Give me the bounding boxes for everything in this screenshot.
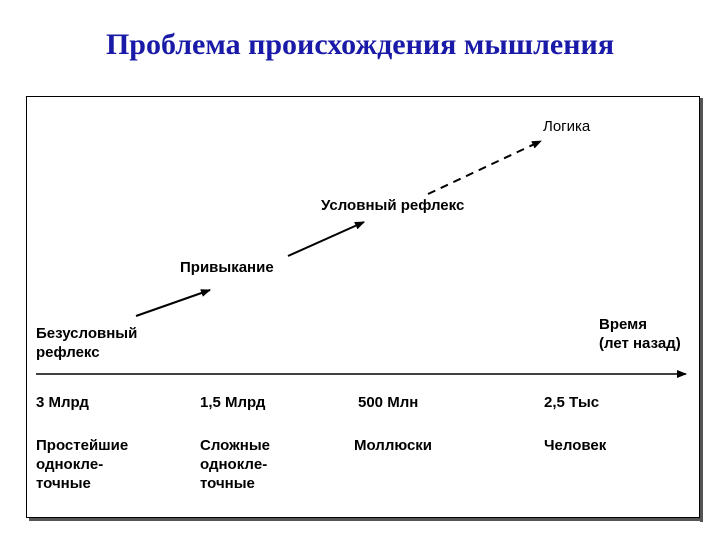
stage-unconditioned-reflex: Безусловный рефлекс (36, 325, 138, 361)
organism-human: Человек (544, 437, 607, 454)
time-500-mln: 500 Млн (358, 394, 419, 411)
organism-complex-unicellular: Сложные одноклe- точные (200, 437, 270, 492)
stage-conditioned-reflex: Условный рефлекс (321, 197, 465, 214)
organism-mollusks: Моллюски (354, 437, 433, 454)
slide-title: Проблема происхождения мышления (105, 28, 615, 61)
organism-protozoa: Простейшие одноклe- точные (36, 437, 129, 492)
axis-label: Время (лет назад) (599, 316, 681, 352)
frame-shadow-right (700, 98, 703, 522)
time-2-5-ths: 2,5 Тыс (544, 394, 600, 411)
time-1-5-bln: 1,5 Млрд (200, 394, 266, 411)
diagram-frame (26, 96, 700, 518)
stage-logic: Логика (543, 118, 591, 135)
arrow-reflex-to-habituation (135, 289, 211, 317)
stage-habituation: Привыкание (180, 259, 274, 276)
arrow-conditioned-to-logic (427, 140, 542, 195)
frame-shadow-bottom (29, 518, 703, 521)
arrow-habituation-to-conditioned (287, 221, 365, 257)
time-3-bln: 3 Млрд (36, 394, 89, 411)
